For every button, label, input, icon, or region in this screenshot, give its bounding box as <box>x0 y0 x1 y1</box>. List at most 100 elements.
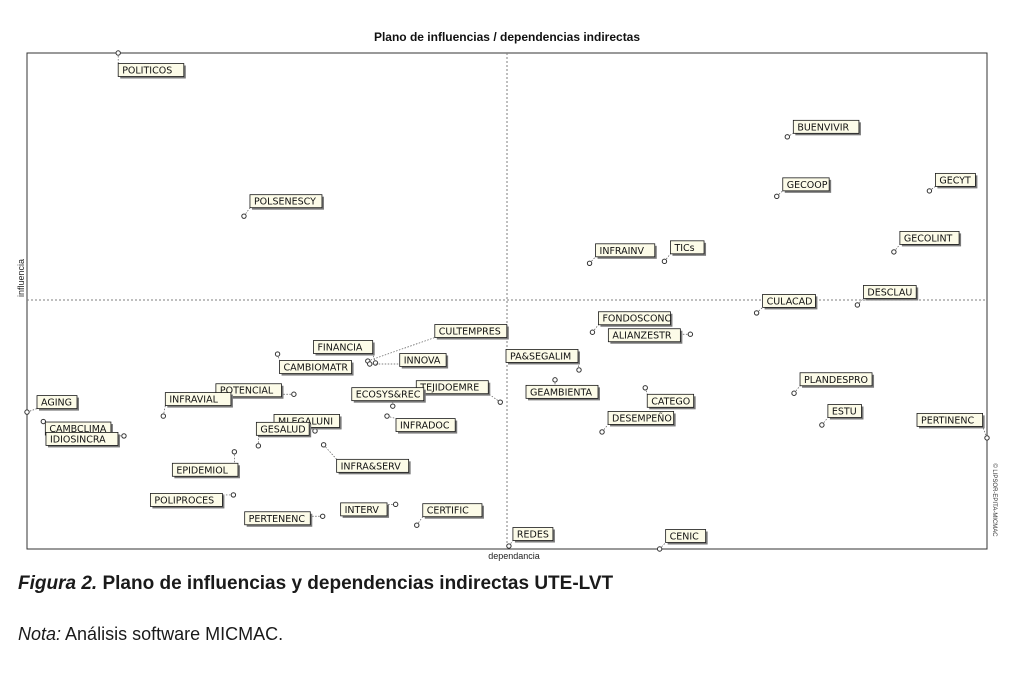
point-label-desempeno: DESEMPEÑO <box>612 413 672 424</box>
data-point-catego: CATEGO <box>642 385 696 410</box>
point-label-box-certific <box>422 503 483 518</box>
data-point-financia: FINANCIA <box>313 340 379 366</box>
data-point-cenic: CENIC <box>656 529 708 552</box>
point-marker-culacad <box>753 310 760 316</box>
point-label-box-pa-and-segalim <box>505 349 579 363</box>
point-marker-buenvivir <box>784 134 791 140</box>
point-label-estu: ESTU <box>832 407 857 418</box>
data-point-geambienta: GEAMBIENTA <box>525 377 600 401</box>
point-label-infradoc: INFRADOC <box>400 421 450 432</box>
point-label-gesalud: GESALUD <box>260 424 305 435</box>
point-marker-tejidoemre <box>497 399 503 405</box>
point-label-box-infravial <box>164 392 232 406</box>
copyright-label: © LIPSOR-EPITA-MICMAC <box>991 463 998 537</box>
point-label-buenvivir: BUENVIVIR <box>797 122 849 133</box>
point-marker-geambienta <box>552 377 558 383</box>
point-marker-gecolint <box>891 249 897 255</box>
point-label-box-plandespro <box>799 372 873 387</box>
note-text: Análisis software MICMAC. <box>61 624 284 644</box>
point-label-box-pertinenc <box>916 412 983 427</box>
point-marker-cambiomatr <box>274 351 281 357</box>
point-marker-desempeno <box>599 429 605 435</box>
point-label-box-idiosincra <box>45 432 119 446</box>
point-label-interv: INTERV <box>345 505 380 516</box>
figure-label: Figura 2. <box>18 573 98 594</box>
micmac-chart: Plano de influencias / dependencias indi… <box>16 30 998 561</box>
point-label-box-cenic <box>665 529 707 543</box>
point-label-box-desclau <box>863 285 917 299</box>
point-label-box-potencial <box>215 383 282 398</box>
point-label-box-poliproces <box>149 493 223 507</box>
point-label-box-infrainv <box>595 243 656 258</box>
point-marker-pertenenc <box>319 513 326 519</box>
data-point-tejidoemre: TEJIDOEMRE <box>415 380 503 405</box>
data-point-ecosys-and-rec: ECOSYS&REC <box>351 387 426 409</box>
point-marker-pertinenc <box>984 435 990 441</box>
data-point-interv: INTERV <box>340 501 399 518</box>
data-point-tics: TICs <box>661 240 707 265</box>
point-label-box-pertenenc <box>244 511 311 526</box>
point-label-alianzestr: ALIANZESTR <box>612 331 672 342</box>
point-marker-desclau <box>854 302 861 308</box>
data-point-desclau: DESCLAU <box>854 285 919 308</box>
point-marker-financia <box>372 360 379 366</box>
point-label-box-gecolint <box>899 230 960 245</box>
x-axis-label: dependancia <box>488 551 540 561</box>
point-marker-pa-and-segalim <box>576 367 582 373</box>
data-point-alianzestr: ALIANZESTR <box>607 328 694 344</box>
point-label-culacad: CULACAD <box>767 296 813 307</box>
point-label-cambclima: CAMBCLIMA <box>49 424 107 435</box>
data-point-aging: AGING <box>24 395 79 415</box>
chart-title: Plano de influencias / dependencias indi… <box>374 30 640 44</box>
point-label-polsenescy: POLSENESCY <box>254 197 316 208</box>
point-label-ecosys-and-rec: ECOSYS&REC <box>356 390 421 401</box>
point-marker-gesalud <box>255 443 262 449</box>
point-label-box-gesalud <box>255 421 310 436</box>
point-label-gecolint: GECOLINT <box>904 233 953 244</box>
point-label-box-buenvivir <box>792 119 860 134</box>
point-marker-catego <box>642 385 648 391</box>
point-marker-poliproces <box>230 492 237 498</box>
point-label-box-financia <box>313 340 374 354</box>
point-label-cenic: CENIC <box>670 532 700 543</box>
point-marker-infrainv <box>586 260 593 267</box>
point-label-idiosincra: IDIOSINCRA <box>50 434 106 445</box>
point-marker-alianzestr <box>687 331 694 337</box>
point-label-cambiomatr: CAMBIOMATR <box>284 363 349 374</box>
point-label-epidemiol: EPIDEMIOL <box>176 465 228 476</box>
point-label-fondosconc: FONDOSCONC <box>602 314 671 325</box>
point-label-box-infradoc <box>395 418 456 432</box>
point-label-potencial: POTENCIAL <box>220 386 274 397</box>
point-label-box-estu <box>827 404 862 418</box>
point-marker-redes <box>506 543 512 549</box>
point-label-box-innova <box>399 353 447 367</box>
data-point-gecolint: GECOLINT <box>891 230 962 255</box>
point-label-certific: CERTIFIC <box>427 506 469 517</box>
point-label-box-tejidoemre <box>415 380 489 395</box>
point-label-plandespro: PLANDESPRO <box>804 375 868 386</box>
point-marker-idiosincra <box>121 433 127 439</box>
data-point-cambiomatr: CAMBIOMATR <box>274 351 354 376</box>
point-leader-infra-and-serv <box>323 444 337 460</box>
point-label-box-interv <box>340 502 388 517</box>
point-label-box-redes <box>512 527 554 541</box>
data-point-gecyt: GECYT <box>926 172 978 194</box>
point-label-box-tics <box>670 240 705 255</box>
point-label-box-ecosys-and-rec <box>351 387 425 402</box>
point-label-box-geambienta <box>525 384 599 399</box>
note-label: Nota: <box>18 624 62 644</box>
data-point-pa-and-segalim: PA&SEGALIM <box>505 349 582 373</box>
point-label-box-aging <box>36 395 78 410</box>
data-point-gecoop: GECOOP <box>774 177 832 200</box>
point-label-pertinenc: PERTINENC <box>921 415 974 426</box>
data-point-plandespro: PLANDESPRO <box>791 372 875 396</box>
data-point-gesalud: GESALUD <box>255 421 312 449</box>
point-label-pertenenc: PERTENENC <box>249 514 306 525</box>
point-marker-polsenescy <box>241 213 247 219</box>
point-label-aging: AGING <box>41 398 72 409</box>
point-marker-potencial <box>291 391 297 397</box>
data-point-pertinenc: PERTINENC <box>916 412 990 441</box>
point-marker-gecyt <box>926 188 933 194</box>
figure-caption: Figura 2. Plano de influencias y depende… <box>18 573 613 595</box>
data-point-estu: ESTU <box>819 404 864 428</box>
